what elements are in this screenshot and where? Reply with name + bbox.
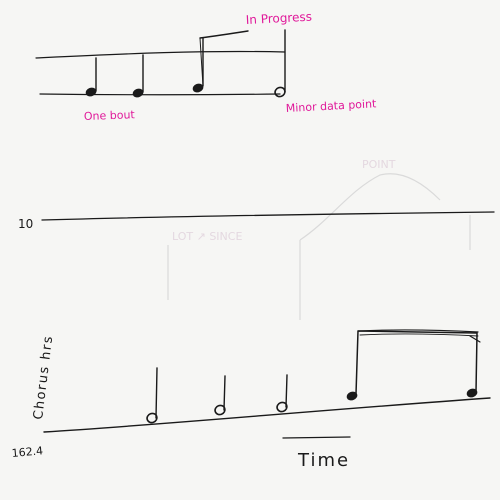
legend-bout-head — [192, 83, 204, 93]
one-bout-label: One bout — [84, 108, 136, 123]
in-progress-label: In Progress — [245, 10, 312, 27]
main-graph — [41, 211, 495, 439]
y-axis-label: Chorus hrs — [31, 334, 56, 420]
bout-stem — [285, 374, 288, 408]
legend-minor-point-head — [274, 86, 286, 98]
legend-bout-stem — [199, 37, 204, 87]
bout-stem — [223, 375, 226, 411]
bout-head — [346, 391, 358, 401]
in-progress-bracket — [355, 330, 478, 395]
svg-text:LOT ↗ SINCE: LOT ↗ SINCE — [172, 230, 242, 243]
svg-text:POINT: POINT — [362, 158, 396, 171]
reference-line-top — [41, 211, 495, 221]
bout-head — [466, 388, 478, 398]
minor-point-head — [214, 404, 226, 416]
bleed-through-marks: LOT ↗ SINCE POINT — [167, 158, 471, 320]
y-top-value: 10 — [18, 217, 33, 231]
minor-point-head — [276, 401, 288, 413]
legend-key — [35, 29, 286, 96]
x-axis-label: Time — [297, 450, 350, 471]
time-baseline — [43, 397, 491, 433]
minor-point-head — [146, 412, 158, 424]
minor-data-point-label: Minor data point — [285, 97, 377, 115]
legend-bout-head — [85, 87, 97, 97]
legend-bout-head — [132, 88, 144, 98]
legend-line-upper — [35, 50, 286, 59]
y-bottom-value: 162.4 — [11, 444, 44, 460]
time-underline — [282, 436, 351, 439]
legend-line-lower — [39, 93, 281, 96]
bout-stem — [155, 367, 158, 419]
